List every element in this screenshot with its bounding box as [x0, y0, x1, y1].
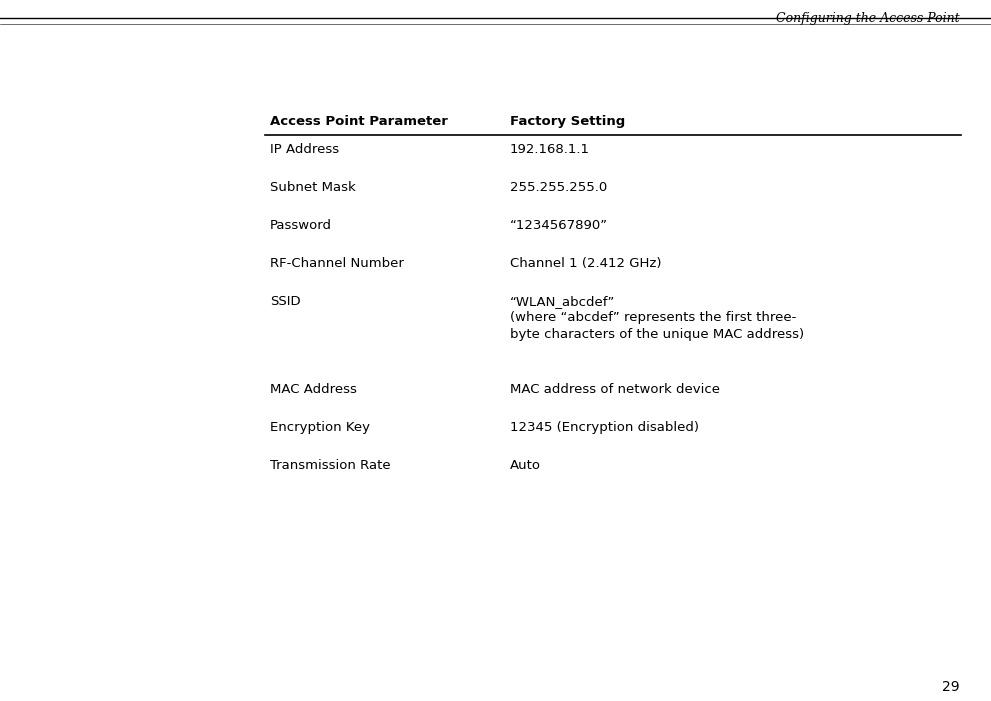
- Text: Access Point Parameter: Access Point Parameter: [270, 115, 448, 128]
- Text: Configuring the Access Point: Configuring the Access Point: [776, 12, 960, 25]
- Text: 192.168.1.1: 192.168.1.1: [510, 143, 590, 156]
- Text: 29: 29: [942, 680, 960, 694]
- Text: Password: Password: [270, 219, 332, 232]
- Text: “WLAN_abcdef”
(where “abcdef” represents the first three-
byte characters of the: “WLAN_abcdef” (where “abcdef” represents…: [510, 295, 804, 341]
- Text: Auto: Auto: [510, 459, 541, 472]
- Text: Subnet Mask: Subnet Mask: [270, 181, 356, 194]
- Text: IP Address: IP Address: [270, 143, 339, 156]
- Text: Factory Setting: Factory Setting: [510, 115, 625, 128]
- Text: “1234567890”: “1234567890”: [510, 219, 608, 232]
- Text: SSID: SSID: [270, 295, 300, 308]
- Text: MAC Address: MAC Address: [270, 383, 357, 396]
- Text: 12345 (Encryption disabled): 12345 (Encryption disabled): [510, 421, 699, 434]
- Text: RF-Channel Number: RF-Channel Number: [270, 257, 404, 270]
- Text: 255.255.255.0: 255.255.255.0: [510, 181, 607, 194]
- Text: Transmission Rate: Transmission Rate: [270, 459, 390, 472]
- Text: Channel 1 (2.412 GHz): Channel 1 (2.412 GHz): [510, 257, 662, 270]
- Text: Encryption Key: Encryption Key: [270, 421, 370, 434]
- Text: MAC address of network device: MAC address of network device: [510, 383, 720, 396]
